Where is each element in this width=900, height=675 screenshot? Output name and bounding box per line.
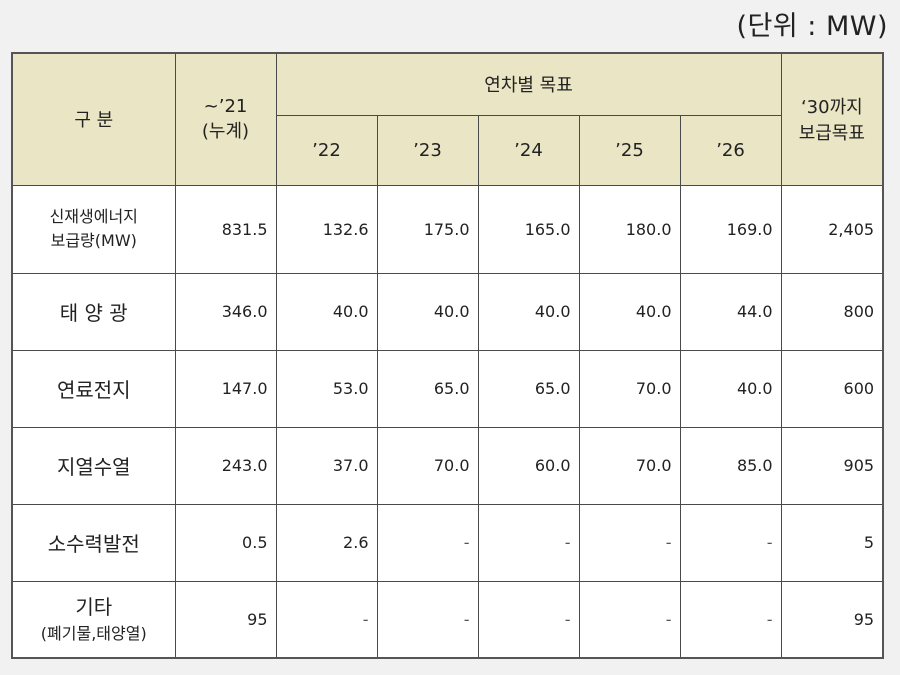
cell-target: 5: [780, 503, 884, 582]
cell-cumulative: 243.0: [174, 426, 277, 505]
header-2030-target-line2: 보급목표: [798, 123, 865, 145]
cell-year: 65.0: [376, 349, 479, 428]
table-row: 소수력발전 0.5 2.6 - - - - 5: [11, 503, 884, 582]
header-year: ’24: [477, 114, 580, 186]
header-annual-target: 연차별 목표: [275, 52, 782, 116]
row-category: 기타 (폐기물,태양열): [11, 580, 176, 659]
cell-cumulative: 831.5: [174, 184, 277, 274]
header-cumulative: ~’21 (누계): [174, 52, 277, 186]
header-year: ’23: [376, 114, 479, 186]
cell-year: 70.0: [376, 426, 479, 505]
cell-year: -: [477, 503, 580, 582]
table-row: 지열수열 243.0 37.0 70.0 60.0 70.0 85.0 905: [11, 426, 884, 505]
cell-year: 40.0: [376, 272, 479, 351]
cell-year: 2.6: [275, 503, 378, 582]
unit-label: (단위 : MW): [736, 11, 888, 42]
header-2030-target-line1: ‘30까지: [800, 97, 863, 119]
cell-year: 40.0: [578, 272, 681, 351]
table-row: 신재생에너지 보급량(MW) 831.5 132.6 175.0 165.0 1…: [11, 184, 884, 274]
row-category-line2: (폐기물,태양열): [40, 624, 147, 644]
cell-year: 70.0: [578, 349, 681, 428]
cell-target: 905: [780, 426, 884, 505]
cell-year: -: [376, 503, 479, 582]
table-row: 태 양 광 346.0 40.0 40.0 40.0 40.0 44.0 800: [11, 272, 884, 351]
row-category-line1: 기타: [75, 595, 113, 620]
cell-year: 60.0: [477, 426, 580, 505]
cell-year: 169.0: [679, 184, 782, 274]
cell-year: -: [679, 580, 782, 659]
cell-cumulative: 346.0: [174, 272, 277, 351]
header-year: ’22: [275, 114, 378, 186]
row-category-line1: 신재생에너지: [49, 207, 138, 226]
cell-year: 165.0: [477, 184, 580, 274]
header-category: 구 분: [11, 52, 176, 186]
cell-year: -: [477, 580, 580, 659]
cell-year: -: [578, 503, 681, 582]
cell-year: 180.0: [578, 184, 681, 274]
cell-cumulative: 0.5: [174, 503, 277, 582]
row-category: 신재생에너지 보급량(MW): [11, 184, 176, 274]
renewable-energy-target-table: 구 분 ~’21 (누계) 연차별 목표 ‘30까지 보급목표 ’22 ’23 …: [11, 52, 885, 659]
cell-cumulative: 95: [174, 580, 277, 659]
cell-year: 70.0: [578, 426, 681, 505]
cell-year: -: [376, 580, 479, 659]
cell-year: -: [275, 580, 378, 659]
cell-target: 95: [780, 580, 884, 659]
cell-year: 37.0: [275, 426, 378, 505]
cell-target: 2,405: [780, 184, 884, 274]
header-2030-target: ‘30까지 보급목표: [780, 52, 884, 186]
cell-year: 65.0: [477, 349, 580, 428]
cell-year: 132.6: [275, 184, 378, 274]
header-cumulative-line1: ~’21: [203, 95, 248, 117]
row-category: 연료전지: [11, 349, 176, 428]
cell-year: -: [679, 503, 782, 582]
cell-year: 40.0: [477, 272, 580, 351]
cell-year: 40.0: [679, 349, 782, 428]
row-category-line2: 보급량(MW): [50, 231, 137, 250]
header-year: ’26: [679, 114, 782, 186]
cell-year: -: [578, 580, 681, 659]
cell-year: 53.0: [275, 349, 378, 428]
row-category: 지열수열: [11, 426, 176, 505]
header-cumulative-line2: (누계): [201, 120, 250, 142]
cell-cumulative: 147.0: [174, 349, 277, 428]
table-row: 연료전지 147.0 53.0 65.0 65.0 70.0 40.0 600: [11, 349, 884, 428]
cell-year: 175.0: [376, 184, 479, 274]
table-row: 기타 (폐기물,태양열) 95 - - - - - 95: [11, 580, 884, 659]
row-category: 태 양 광: [11, 272, 176, 351]
cell-target: 600: [780, 349, 884, 428]
cell-year: 40.0: [275, 272, 378, 351]
cell-year: 44.0: [679, 272, 782, 351]
row-category: 소수력발전: [11, 503, 176, 582]
header-year: ’25: [578, 114, 681, 186]
cell-year: 85.0: [679, 426, 782, 505]
cell-target: 800: [780, 272, 884, 351]
